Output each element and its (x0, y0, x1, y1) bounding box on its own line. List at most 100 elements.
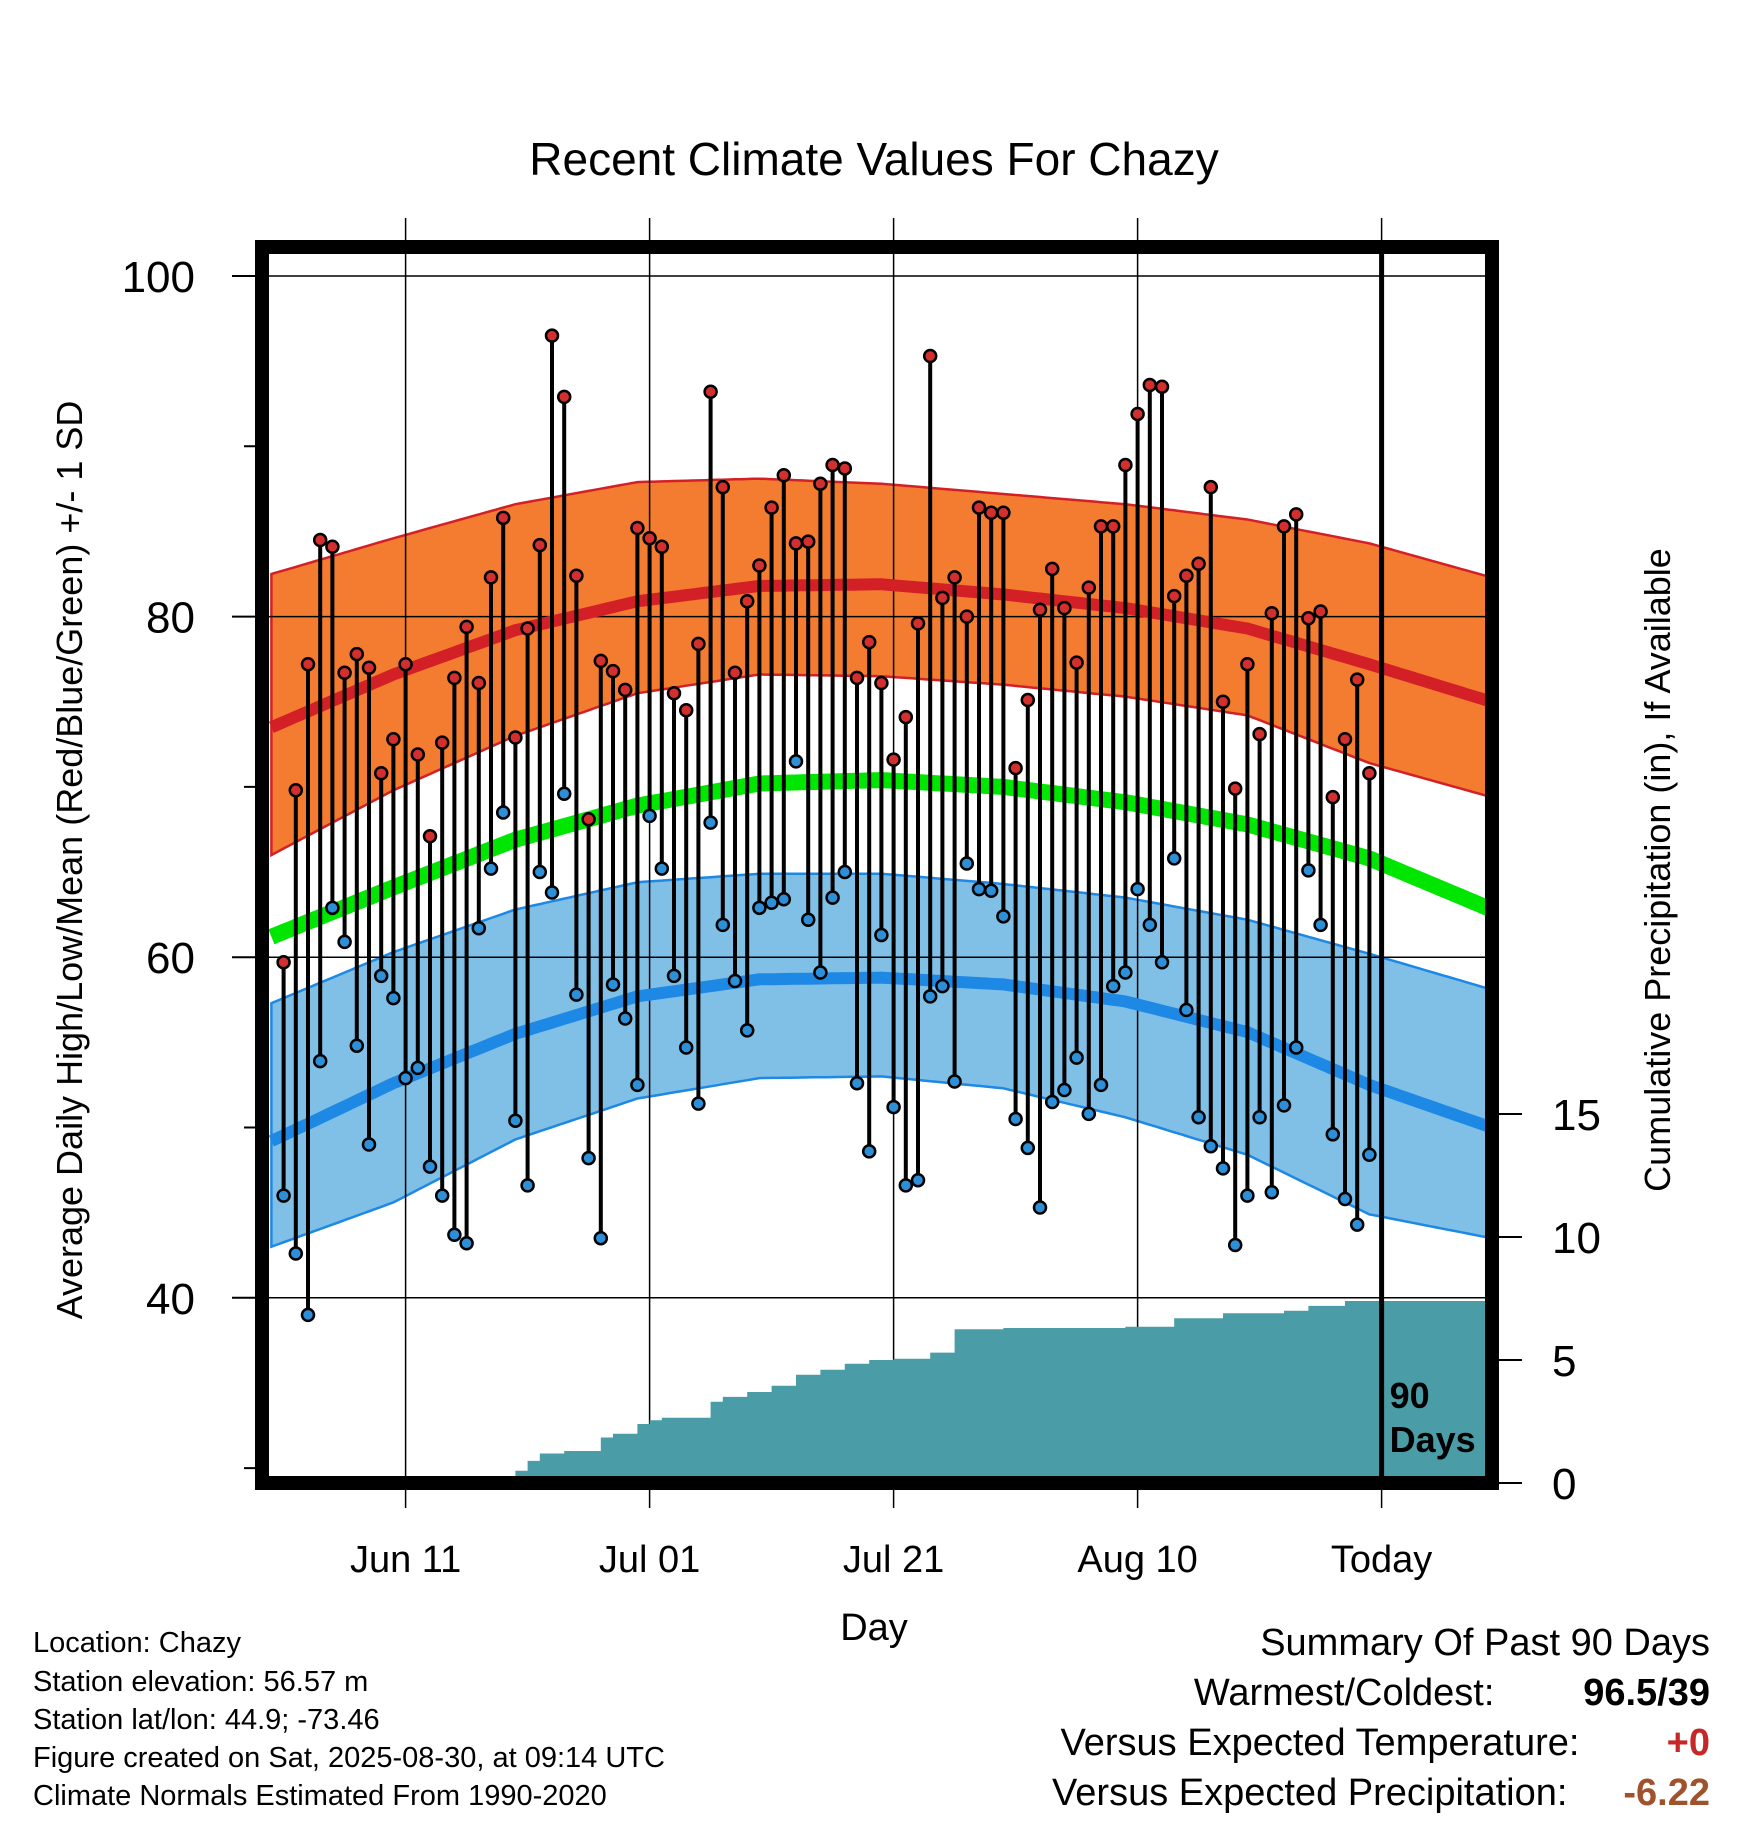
high-point (1105, 519, 1121, 534)
low-point (1044, 1094, 1060, 1110)
high-point (422, 829, 438, 844)
low-point (1154, 955, 1170, 970)
low-point (1349, 1217, 1365, 1232)
low-point (813, 965, 828, 980)
low-point (495, 805, 511, 820)
low-point (337, 934, 352, 950)
low-point (874, 927, 889, 943)
low-point (1215, 1161, 1231, 1176)
high-point (1142, 377, 1158, 393)
high-point (1081, 580, 1097, 595)
low-point (935, 978, 950, 994)
high-point (800, 534, 816, 549)
high-point (1288, 507, 1304, 522)
low-point (1093, 1077, 1109, 1093)
high-point (1362, 766, 1377, 781)
high-point (1020, 692, 1036, 708)
low-point (1362, 1147, 1377, 1162)
summary-warmest-coldest: Warmest/Coldest: 96.5/39 (1194, 1672, 1710, 1715)
high-point (983, 505, 999, 520)
low-point (1057, 1082, 1072, 1098)
high-point (849, 670, 865, 686)
high-point (1276, 519, 1292, 534)
low-point (300, 1307, 316, 1323)
low-point (373, 968, 389, 984)
high-point (947, 570, 962, 585)
high-point (837, 461, 853, 476)
high-point (1191, 556, 1206, 572)
high-point (300, 657, 316, 672)
low-point (983, 883, 999, 899)
high-point (642, 531, 657, 546)
low-point (581, 1150, 596, 1166)
high-point (630, 520, 645, 536)
low-point (800, 912, 816, 927)
low-point (752, 900, 767, 916)
x-tick-label: Aug 10 (1077, 1539, 1197, 1581)
low-point (1191, 1110, 1206, 1125)
low-point (1325, 1127, 1341, 1142)
y-axis-label: Average Daily High/Low/Mean (Red/Blue/Gr… (49, 401, 90, 1320)
summary-temperature: Versus Expected Temperature: +0 (1061, 1722, 1710, 1765)
low-point (1118, 965, 1133, 980)
high-point (1325, 789, 1341, 805)
low-point (739, 1023, 755, 1038)
high-point (922, 348, 938, 364)
high-point (556, 389, 572, 405)
high-point (386, 731, 401, 747)
high-point (935, 590, 950, 606)
high-point (483, 570, 499, 585)
low-point (1179, 1002, 1194, 1018)
footer-normals: Climate Normals Estimated From 1990-2020 (33, 1780, 607, 1812)
low-point (1166, 851, 1182, 866)
low-point (996, 909, 1011, 924)
low-point (1227, 1237, 1243, 1253)
chart-title: Recent Climate Values For Chazy (529, 133, 1218, 185)
precipitation-area (271, 1298, 1492, 1483)
summary-title: Summary Of Past 90 Days (1260, 1622, 1710, 1664)
warmest-coldest-label: Warmest/Coldest: (1193, 1672, 1495, 1714)
low-point (630, 1077, 645, 1093)
high-point (581, 812, 596, 827)
low-point (1069, 1050, 1084, 1065)
y2-axis-label: Cumulative Precipitation (in), If Availa… (1637, 548, 1678, 1192)
low-point (947, 1074, 962, 1089)
low-point (715, 917, 731, 933)
low-point (532, 864, 548, 880)
low-point (776, 892, 792, 907)
x-tick-label: Jun 11 (350, 1539, 461, 1581)
high-point (459, 619, 474, 635)
precip-vs-expected-label: Versus Expected Precipitation: (1052, 1772, 1568, 1814)
low-point (471, 920, 487, 936)
low-point (1337, 1191, 1353, 1207)
temp-vs-expected-label: Versus Expected Temperature: (1060, 1722, 1580, 1764)
low-point (1252, 1110, 1267, 1125)
high-point (1008, 760, 1023, 776)
low-point (849, 1075, 865, 1091)
high-point (544, 328, 560, 343)
high-point (764, 500, 779, 515)
y2-tick-label: 0 (1552, 1460, 1576, 1509)
y-tick-label: 40 (146, 1275, 195, 1324)
low-point (764, 895, 779, 910)
high-point (703, 384, 718, 400)
high-point (520, 621, 535, 636)
low-point (459, 1236, 474, 1251)
today-marker-label-1: 90 (1390, 1375, 1430, 1416)
low-point (922, 989, 938, 1004)
high-point (1264, 605, 1280, 621)
low-point (1203, 1138, 1219, 1154)
high-point (861, 634, 877, 650)
high-point (312, 532, 328, 548)
y2-tick-label: 15 (1552, 1091, 1601, 1140)
low-point (434, 1188, 450, 1203)
low-point (361, 1137, 377, 1152)
high-point (1301, 611, 1316, 626)
footer-location: Location: Chazy (33, 1627, 241, 1659)
high-point (617, 682, 633, 698)
low-point (1008, 1111, 1023, 1127)
high-point (569, 568, 584, 583)
x-tick-label: Jul 21 (843, 1539, 944, 1581)
low-point (325, 900, 340, 916)
low-point (1264, 1184, 1280, 1200)
